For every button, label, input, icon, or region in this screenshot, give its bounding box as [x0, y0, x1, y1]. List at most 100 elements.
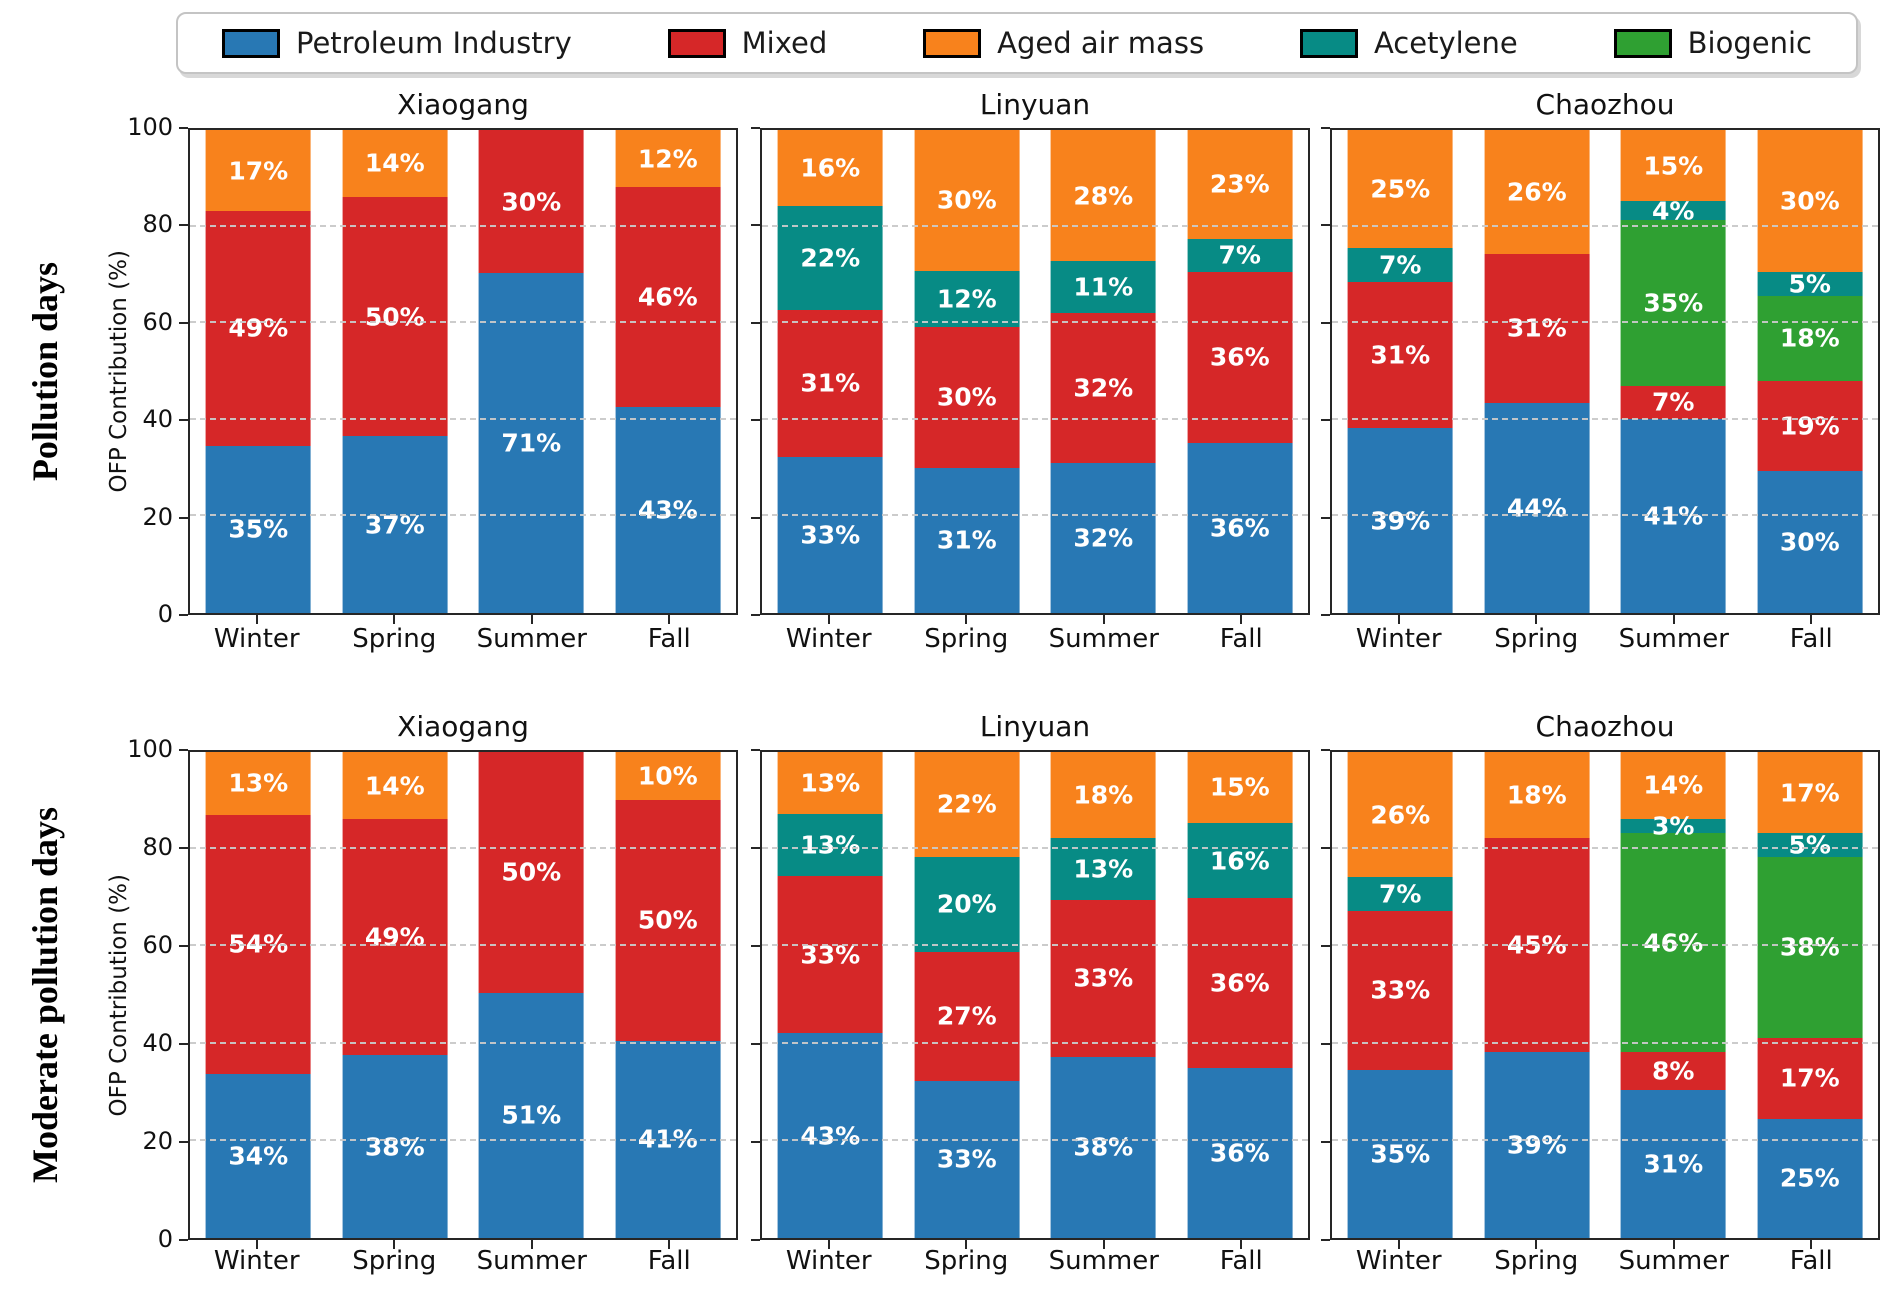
bar-segment-petroleum: 38%: [1050, 1056, 1156, 1238]
plot-area: 35% 49% 17% 37% 50% 14% 71% 30% 43% 46% 12%: [188, 128, 738, 615]
y-tick: [751, 224, 760, 227]
bar-segment-value-label: 35%: [228, 514, 289, 544]
x-tick-label: Summer: [1048, 1246, 1159, 1276]
row-label-text: Moderate pollution days: [25, 806, 65, 1183]
bar-segment-value-label: 12%: [936, 284, 997, 314]
x-tick: [668, 615, 671, 624]
bar-segment-acetylene: 12%: [914, 270, 1020, 327]
y-tick: [179, 1239, 188, 1241]
bar-segment-value-label: 71%: [501, 428, 562, 458]
y-tick: [751, 749, 760, 751]
bar-segment-mixed: 31%: [1347, 281, 1453, 429]
acetylene-swatch-icon: [1299, 28, 1358, 58]
bar-segment-aged: 16%: [777, 130, 883, 206]
legend-item-acetylene: Acetylene: [1299, 26, 1518, 60]
x-tick-label: Summer: [1618, 624, 1729, 654]
x-tick: [1535, 1240, 1538, 1249]
bar-segment-acetylene: 7%: [1187, 238, 1293, 273]
bar-segment-value-label: 46%: [1643, 928, 1704, 958]
bar-segment-value-label: 39%: [1506, 1130, 1567, 1160]
bar-segment-petroleum: 32%: [1050, 462, 1156, 613]
bar-segment-value-label: 8%: [1652, 1056, 1695, 1086]
bar-winter: 34% 54% 13%: [205, 752, 311, 1238]
bar-segment-value-label: 26%: [1506, 177, 1567, 207]
panel-title: Xiaogang: [397, 88, 529, 121]
bar-segment-value-label: 38%: [1779, 932, 1840, 962]
bar-segment-value-label: 38%: [364, 1132, 425, 1162]
y-tick-label: 0: [157, 600, 173, 628]
x-tick: [1672, 615, 1675, 624]
y-tick-label: 0: [157, 1225, 173, 1253]
bar-segment-mixed: 36%: [1187, 272, 1293, 443]
bar-segment-value-label: 13%: [800, 830, 861, 860]
bar-segment-mixed: 19%: [1757, 380, 1863, 471]
bar-segment-acetylene: 5%: [1757, 269, 1863, 298]
bar-segment-aged: 26%: [1484, 130, 1590, 255]
bar-segment-value-label: 15%: [1643, 151, 1704, 181]
bar-segment-biogenic: 38%: [1757, 856, 1863, 1038]
bar-segment-value-label: 18%: [1073, 780, 1134, 810]
gridline: [190, 944, 736, 947]
bar-segment-value-label: 14%: [1643, 770, 1704, 800]
x-tick-label: Winter: [785, 624, 872, 654]
y-tick-label: 80: [142, 210, 173, 239]
bar-summer: 32% 32% 11% 28%: [1050, 130, 1156, 613]
plot-area: 33% 31% 22% 16% 31% 30% 12% 30% 32% 32% 11% 28% 36% 3…: [760, 128, 1310, 615]
bar-segment-value-label: 7%: [1652, 387, 1695, 417]
x-tick-label: Summer: [476, 624, 587, 654]
y-tick: [179, 516, 188, 519]
gridline: [762, 1041, 1308, 1044]
y-tick: [179, 945, 188, 947]
bar-segment-petroleum: 33%: [914, 1080, 1020, 1238]
bar-segment-value-label: 3%: [1652, 811, 1695, 841]
bar-segment-mixed: 33%: [777, 875, 883, 1034]
bar-segment-mixed: 17%: [1757, 1037, 1863, 1119]
legend-item-biogenic: Biogenic: [1613, 26, 1812, 60]
x-tick-label: Winter: [213, 624, 300, 654]
bar-segment-value-label: 33%: [1370, 975, 1431, 1005]
bar-segment-value-label: 49%: [364, 922, 425, 952]
panel-title: Xiaogang: [397, 710, 529, 743]
bar-segment-mixed: 33%: [1347, 910, 1453, 1070]
bar-segment-value-label: 22%: [800, 243, 861, 273]
x-tick-label: Spring: [1494, 624, 1579, 654]
y-tick: [1321, 1141, 1330, 1143]
y-tick: [1321, 224, 1330, 227]
x-tick-label: Winter: [1355, 624, 1442, 654]
x-tick: [1810, 615, 1813, 624]
bar-segment-mixed: 33%: [1050, 899, 1156, 1057]
bar-segment-petroleum: 31%: [1620, 1090, 1726, 1238]
x-tick-label: Fall: [1789, 624, 1833, 654]
bar-segment-value-label: 10%: [637, 761, 698, 791]
y-tick: [179, 224, 188, 227]
bar-fall: 43% 46% 12%: [615, 130, 721, 613]
bar-spring: 33% 27% 20% 22%: [914, 752, 1020, 1238]
bar-segment-mixed: 49%: [205, 211, 311, 446]
y-tick-label: 40: [142, 405, 173, 434]
bar-segment-aged: 10%: [615, 752, 721, 801]
bar-segment-value-label: 31%: [936, 525, 997, 555]
bar-segment-value-label: 36%: [1209, 342, 1270, 372]
gridline: [1332, 514, 1878, 517]
x-tick: [827, 1240, 830, 1249]
bar-segment-value-label: 36%: [1209, 968, 1270, 998]
bar-segment-aged: 22%: [914, 752, 1020, 857]
mixed-swatch-icon: [667, 28, 726, 58]
bar-segment-acetylene: 7%: [1347, 877, 1453, 911]
y-tick-label: 20: [142, 1127, 173, 1155]
bar-winter: 35% 49% 17%: [205, 130, 311, 613]
gridline: [1332, 417, 1878, 420]
bar-segment-aged: 17%: [205, 130, 311, 212]
bar-segment-value-label: 43%: [637, 495, 698, 525]
bar-segment-value-label: 25%: [1779, 1163, 1840, 1193]
bar-segment-value-label: 30%: [1779, 527, 1840, 557]
bar-fall: 36% 36% 16% 15%: [1187, 752, 1293, 1238]
bar-segment-value-label: 39%: [1370, 506, 1431, 536]
row-label-pollution-days: Pollution days: [14, 128, 76, 615]
bar-segment-acetylene: 16%: [1187, 822, 1293, 899]
bar-segment-value-label: 46%: [637, 282, 698, 312]
bar-fall: 25% 17% 38% 5% 17%: [1757, 752, 1863, 1238]
bar-segment-aged: 14%: [342, 752, 448, 820]
gridline: [190, 514, 736, 517]
